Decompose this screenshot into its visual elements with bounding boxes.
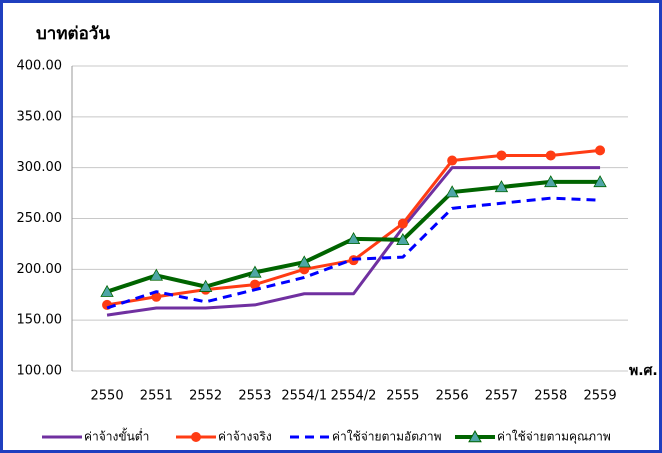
point [496,150,507,161]
x-tick-label: 2551 [140,389,173,404]
point [494,180,509,193]
legend-marker [191,432,201,442]
y-tick-label: 100.00 [17,364,63,379]
point [445,185,459,198]
point [396,233,410,246]
x-tick-label: 2554/2 [331,389,377,404]
point [297,255,311,268]
series-line [106,196,601,310]
point [248,265,262,278]
x-tick-label: 2558 [534,389,567,404]
point [149,268,164,281]
x-tick-label: 2550 [91,389,124,404]
point [593,175,607,188]
point [397,218,408,229]
y-tick-label: 200.00 [17,262,63,277]
point [595,145,606,156]
y-tick-label: 250.00 [17,211,63,226]
x-tick-label: 2554/1 [281,389,327,404]
point [545,150,556,161]
point [544,175,558,188]
x-tick-label: 2559 [584,389,617,404]
point [100,284,114,297]
legend-marker [468,429,482,443]
y-tick-label: 300.00 [17,160,63,175]
x-tick-label: 2556 [436,389,469,404]
y-tick-label: 150.00 [17,313,63,328]
y-tick-label: 400.00 [17,59,63,74]
x-tick-label: 2557 [485,389,518,404]
legend-label: ค่าจ้างขั้นต่ำ [84,428,149,444]
y-tick-label: 350.00 [17,109,63,124]
point [102,299,113,310]
x-tick-label: 2555 [386,389,419,404]
y-axis-label: บาทต่อวัน [36,24,110,44]
point [151,291,162,302]
point [447,155,458,166]
legend-label: ค่าใช้จ่ายตามอัตภาพ [332,430,442,444]
point [249,279,260,290]
x-tick-label: 2553 [238,389,271,404]
legend-label: ค่าใช้จ่ายตามคุณภาพ [497,430,611,445]
legend-label: ค่าจ้างจริง [218,430,272,444]
series-line [106,166,601,317]
point [346,232,361,245]
point [198,279,213,292]
x-tick-label: 2552 [189,389,222,404]
x-axis-label: พ.ศ. [629,363,658,379]
